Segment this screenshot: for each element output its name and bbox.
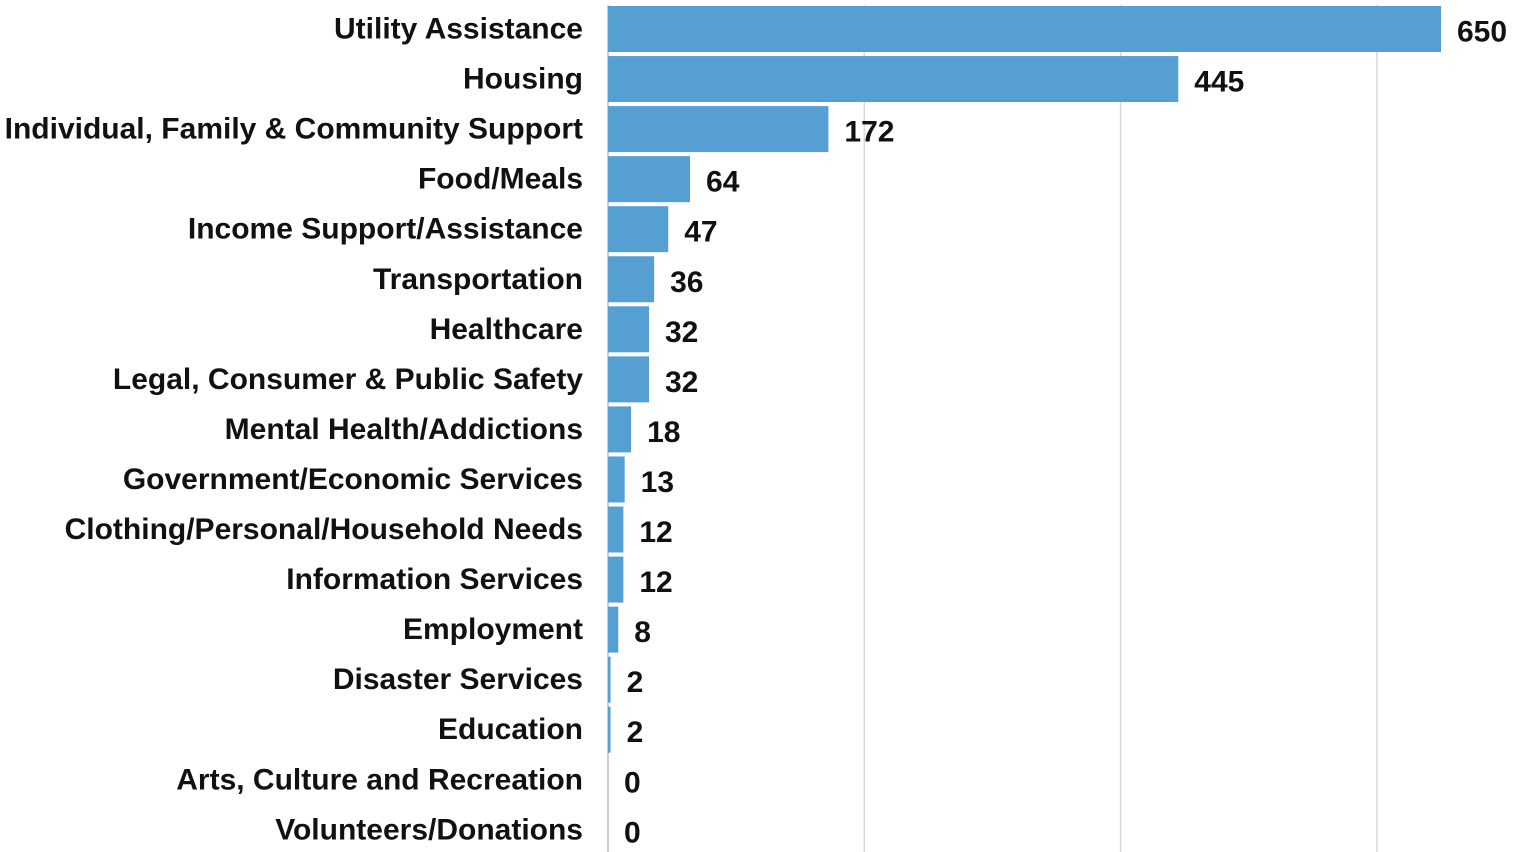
bar: [608, 406, 632, 453]
value-label: 64: [706, 166, 740, 199]
bar: [608, 6, 1441, 52]
bar: [608, 706, 611, 753]
category-label: Healthcare: [430, 313, 583, 346]
bar: [608, 656, 611, 703]
category-label: Education: [438, 713, 583, 746]
category-label: Food/Meals: [418, 163, 583, 196]
bar: [608, 56, 1179, 103]
bar: [608, 306, 650, 353]
bars: [608, 6, 1441, 753]
category-label: Income Support/Assistance: [188, 213, 583, 246]
value-label: 650: [1457, 16, 1507, 49]
value-label: 12: [639, 566, 672, 599]
category-label: Housing: [463, 63, 583, 96]
bar: [608, 356, 650, 403]
bar: [608, 606, 619, 653]
value-label: 47: [684, 216, 717, 249]
value-label: 172: [844, 116, 894, 149]
value-label: 36: [670, 266, 703, 299]
category-label: Information Services: [286, 563, 583, 596]
category-label: Transportation: [373, 263, 583, 296]
category-label: Clothing/Personal/Household Needs: [65, 513, 583, 546]
category-label: Disaster Services: [333, 663, 583, 696]
value-label: 13: [641, 466, 674, 499]
value-label: 2: [627, 666, 644, 699]
bar: [608, 206, 669, 253]
category-label: Legal, Consumer & Public Safety: [113, 363, 583, 396]
category-label: Mental Health/Addictions: [225, 413, 583, 446]
value-labels: 650 445 172 64 47 36 32 32 18 13 12 12 8 2 2 0 0: [624, 16, 1507, 850]
value-label: 12: [639, 516, 672, 549]
category-label: Arts, Culture and Recreation: [176, 763, 583, 796]
value-label: 18: [647, 416, 680, 449]
bar: [608, 556, 624, 603]
value-label: 8: [634, 616, 651, 649]
bar: [608, 106, 829, 153]
bar: [608, 256, 655, 303]
category-label: Utility Assistance: [334, 13, 583, 46]
value-label: 0: [624, 816, 641, 849]
category-label: Volunteers/Donations: [275, 813, 583, 846]
category-label: Government/Economic Services: [123, 463, 583, 496]
value-label: 0: [624, 766, 641, 799]
value-label: 32: [665, 366, 698, 399]
value-label: 445: [1194, 66, 1244, 99]
value-label: 32: [665, 316, 698, 349]
category-label: Employment: [403, 613, 583, 646]
value-label: 2: [627, 716, 644, 749]
bar: [608, 506, 624, 553]
category-labels: Utility Assistance Housing Individual, Fam…: [5, 13, 584, 847]
bar: [608, 456, 625, 503]
category-label: Individual, Family & Community Support: [5, 113, 583, 146]
bar: [608, 156, 691, 203]
